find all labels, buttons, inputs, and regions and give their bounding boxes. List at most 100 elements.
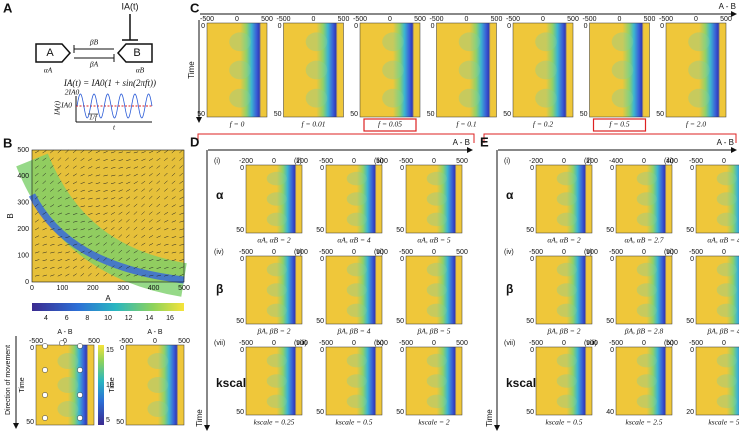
vector [72, 165, 77, 169]
wave-front [266, 353, 287, 368]
vector [179, 273, 184, 277]
x-tick-label: -500 [506, 16, 520, 23]
heatmap [615, 164, 673, 234]
vector [95, 158, 101, 161]
vector [179, 236, 184, 238]
vector [156, 188, 161, 192]
wave-front [229, 32, 251, 52]
vector [34, 165, 39, 169]
vector [171, 149, 176, 154]
vector [110, 167, 116, 169]
axis-title: A - B [719, 2, 736, 11]
vector [57, 172, 62, 177]
vector [42, 267, 48, 269]
vector [42, 165, 47, 169]
vector [57, 274, 63, 277]
sine-wave [76, 93, 153, 119]
y-tick-label: 50 [606, 227, 614, 234]
y-tick-label: 100 [17, 252, 29, 259]
vector [34, 267, 40, 269]
vector [133, 258, 138, 262]
wave-front [266, 303, 287, 318]
vector [164, 150, 169, 154]
y-tick-label: 0 [201, 23, 205, 30]
highlight-box [592, 118, 647, 132]
vector [72, 197, 78, 200]
axis-title: A - B [717, 138, 734, 147]
vector [65, 251, 70, 254]
vector [88, 158, 93, 161]
period: 1/f [89, 113, 98, 122]
vector [80, 250, 85, 254]
caption: kscale = 0.25 [254, 418, 295, 427]
vector [50, 180, 54, 184]
vector [80, 213, 86, 215]
y-tick-label: 0 [320, 256, 324, 263]
wave-front [426, 374, 447, 388]
vector [95, 220, 101, 223]
y-tick-label: 400 [17, 173, 29, 180]
subplot-label: (iv) [214, 249, 224, 256]
vector [156, 235, 161, 238]
caption: f = 0.2 [533, 120, 554, 129]
vector [95, 197, 101, 200]
x-tick-label: 200 [586, 158, 598, 165]
x-tick-label: 500 [178, 338, 190, 345]
vector [57, 149, 62, 154]
cell-marker [42, 392, 48, 398]
colorbar-tick-label: 14 [145, 315, 153, 322]
vector [72, 258, 78, 262]
vector [141, 258, 146, 262]
vector [88, 265, 92, 269]
row-label: α [506, 188, 514, 202]
x-tick-label: -500 [689, 158, 703, 165]
wave-front [57, 377, 79, 393]
x-tick-label: 0 [465, 16, 469, 23]
vector [72, 265, 77, 269]
x-tick-label: 0 [432, 340, 436, 347]
vector [57, 212, 63, 215]
x-tick-label: -500 [319, 340, 333, 347]
x-tick-label: -500 [659, 16, 673, 23]
vector [148, 267, 154, 269]
x-tick-label: 500 [376, 158, 388, 165]
x-tick-label: -500 [529, 249, 543, 256]
vector [156, 243, 161, 246]
vector [126, 211, 130, 215]
wave-front [57, 353, 79, 369]
vector [126, 189, 131, 192]
vector [141, 158, 146, 161]
vector [110, 151, 116, 154]
x-tick-label: 0 [562, 249, 566, 256]
vector [34, 180, 39, 184]
node-b-box [116, 43, 153, 63]
x-tick-label: 500 [178, 285, 190, 292]
vector [42, 274, 47, 277]
vector [118, 174, 123, 177]
vector [164, 157, 168, 161]
x-tick-label: -500 [239, 249, 253, 256]
x-tick-label: 500 [456, 340, 468, 347]
vector [42, 157, 47, 161]
vector [65, 157, 69, 161]
vector [133, 159, 139, 161]
vector [95, 182, 101, 185]
vector [148, 251, 154, 254]
vector [50, 243, 55, 246]
vector [95, 174, 101, 177]
vector [88, 257, 92, 261]
vector [179, 228, 184, 231]
colorbar-tick-label: 10 [106, 382, 114, 389]
vector [141, 151, 146, 154]
y-high: 2IA0 [65, 88, 80, 97]
vector [103, 219, 108, 223]
vector-field [34, 149, 184, 277]
caption: f = 0.1 [456, 120, 476, 129]
wave-front [556, 171, 577, 186]
vector [72, 236, 78, 238]
wave-front [426, 353, 447, 368]
vector [110, 182, 116, 185]
vector [179, 251, 184, 254]
vector [141, 180, 146, 185]
vector [156, 150, 161, 154]
